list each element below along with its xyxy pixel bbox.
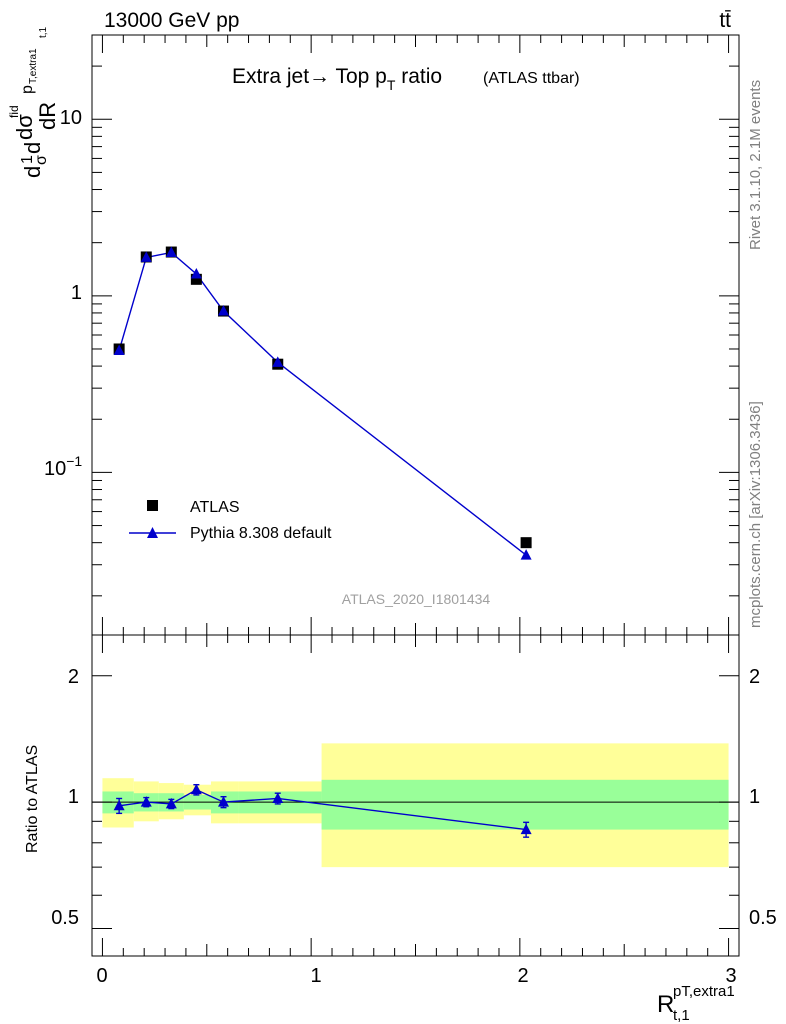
- ytick-label-1: 1: [71, 282, 82, 304]
- atlas-point: [520, 537, 532, 549]
- pythia-point: [520, 549, 532, 560]
- ylabel-frac-num: 1: [19, 155, 36, 164]
- ratio-ytick-label-2: 2: [68, 666, 79, 688]
- ratio-axis-ticks: [92, 635, 739, 956]
- xtick-label-2: 2: [517, 965, 528, 987]
- rivet-label: Rivet 3.1.10, 2.1M events: [747, 80, 764, 250]
- pythia-point: [190, 267, 202, 279]
- ytick-label-0.1-base: 10: [44, 458, 66, 480]
- process-label: tt̄: [719, 9, 731, 32]
- legend-pythia-label: Pythia 8.308 default: [190, 525, 332, 542]
- ylabel-dR: dR: [35, 102, 60, 130]
- pythia-point: [113, 344, 125, 356]
- ylabel-d1: d: [20, 166, 45, 178]
- analysis-label: ATLAS_2020_I1801434: [342, 591, 491, 607]
- ylabel-d2: d: [20, 142, 45, 154]
- atlas-point: [190, 273, 202, 285]
- ratio-ytick-label-right-2: 2: [749, 666, 760, 688]
- collision-label: 13000 GeV pp: [104, 9, 239, 32]
- ylabel-frac-den: σ: [33, 155, 50, 165]
- mcplots-label: mcplots.cern.ch [arXiv:1306.3436]: [747, 401, 764, 628]
- main-y-axis-label: d 1 σ d dσ fid p T,extra1 t,1 dR: [7, 26, 60, 178]
- ratio-bands: [92, 743, 739, 868]
- ratio-y-axis-label: Ratio to ATLAS: [24, 745, 41, 853]
- pythia-point: [217, 305, 229, 316]
- pythia-point: [165, 246, 177, 257]
- xlabel-sub: t,1: [673, 1007, 690, 1024]
- legend-atlas-label: ATLAS: [190, 499, 240, 516]
- legend: ATLAS Pythia 8.308 default: [129, 499, 332, 542]
- ratio-band-inner: [321, 779, 729, 830]
- main-axis-ticks: [92, 34, 739, 635]
- chart-title-subscript: T: [387, 77, 396, 93]
- ytick-label-0.1-exp: −1: [66, 453, 82, 469]
- ratio-ytick-label-right-1: 1: [749, 786, 760, 808]
- main-panel: Extra jet→ Top pT ratio (ATLAS ttbar) AT…: [7, 26, 740, 636]
- ratio-pythia-point: [140, 796, 152, 807]
- ratio-pythia-point: [217, 796, 229, 807]
- ytick-label-10: 10: [60, 107, 82, 129]
- ratio-panel: Ratio to ATLAS 0.5 1 2 0.5 1 2 0 1 2 3 R…: [24, 634, 777, 1024]
- ytick-label-0.1: 10−1: [44, 453, 82, 480]
- ratio-ytick-label-right-0.5: 0.5: [749, 907, 777, 929]
- xlabel-sup: pT,extra1: [673, 983, 735, 1000]
- ratio-pythia-point: [190, 783, 202, 795]
- x-axis-label: R pT,extra1 t,1: [657, 983, 735, 1024]
- chart-title-note: (ATLAS ttbar): [483, 70, 580, 87]
- pythia-point: [140, 251, 152, 262]
- ratio-ytick-label-1: 1: [68, 786, 79, 808]
- ylabel-fid: fid: [7, 105, 21, 118]
- chart-title-main: Extra jet→ Top p: [232, 65, 387, 88]
- pythia-line: [118, 251, 527, 556]
- main-frame: [91, 34, 740, 636]
- ratio-pythia-point: [272, 792, 284, 803]
- legend-pythia-marker: [147, 527, 158, 538]
- ratio-pythia-point: [165, 797, 177, 809]
- ratio-ytick-label-0.5: 0.5: [51, 907, 79, 929]
- ratio-pythia-point: [113, 799, 125, 811]
- main-series: [113, 246, 532, 560]
- pythia-point: [272, 356, 284, 367]
- ylabel-sub-t1: t,1: [38, 26, 49, 38]
- ylabel-p: p: [19, 85, 36, 94]
- chart-title-tail: ratio: [395, 65, 442, 88]
- ylabel-dsigma: dσ: [12, 114, 37, 140]
- ratio-pythia-point: [520, 823, 532, 835]
- xtick-label-0: 0: [96, 965, 107, 987]
- ylabel-sub-extra: T,extra1: [28, 48, 39, 84]
- chart-title: Extra jet→ Top pT ratio: [232, 65, 442, 93]
- xtick-label-3: 3: [725, 965, 736, 987]
- legend-atlas-marker: [147, 500, 158, 511]
- xlabel-main: R: [657, 991, 674, 1018]
- xtick-label-1: 1: [310, 965, 321, 987]
- ratio-series: [113, 783, 532, 838]
